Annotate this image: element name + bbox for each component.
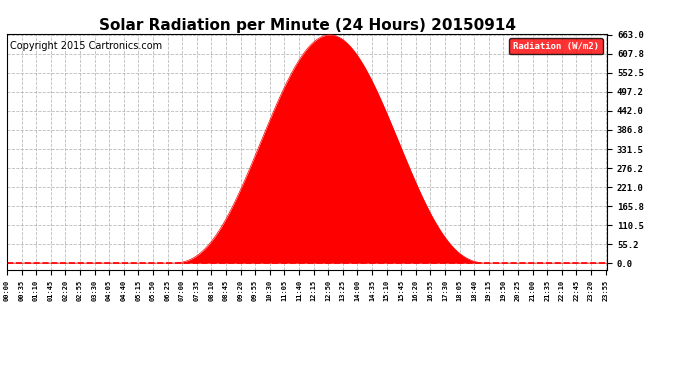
Title: Solar Radiation per Minute (24 Hours) 20150914: Solar Radiation per Minute (24 Hours) 20…	[99, 18, 515, 33]
Text: Copyright 2015 Cartronics.com: Copyright 2015 Cartronics.com	[10, 41, 162, 51]
Legend: Radiation (W/m2): Radiation (W/m2)	[509, 38, 602, 54]
